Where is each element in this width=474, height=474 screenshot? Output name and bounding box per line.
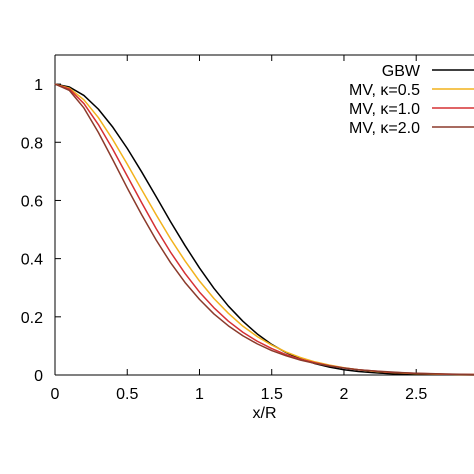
legend-label: GBW — [382, 63, 421, 80]
legend: GBW MV, κ=0.5 MV, κ=1.0 MV, κ=2.0 — [349, 63, 474, 137]
x-tick-label: 2.5 — [405, 386, 427, 403]
y-tick-label: 0.6 — [21, 193, 43, 210]
x-tick-label: 1.5 — [261, 386, 283, 403]
x-tick-label: 0 — [51, 386, 60, 403]
series-line-4 — [54, 83, 474, 376]
x-axis-ticks: 0 0.5 1 1.5 2 2.5 — [51, 55, 427, 403]
y-tick-label: 1 — [34, 77, 43, 94]
legend-label: MV, κ=2.0 — [349, 120, 420, 137]
plot-frame — [54, 54, 474, 376]
y-tick-label: 0.8 — [21, 135, 43, 152]
x-tick-label: 2 — [340, 386, 349, 403]
y-tick-label: 0.4 — [21, 252, 43, 269]
legend-label: MV, κ=0.5 — [349, 82, 420, 99]
x-tick-label: 0.5 — [116, 386, 138, 403]
series-lines — [54, 83, 474, 376]
series-line-1 — [54, 83, 474, 376]
x-tick-label: 1 — [195, 386, 204, 403]
y-axis-ticks: 0 0.2 0.4 0.6 0.8 1 — [21, 77, 61, 385]
legend-label: MV, κ=1.0 — [349, 101, 420, 118]
x-axis-label: x/R — [253, 405, 277, 422]
y-tick-label: 0 — [34, 368, 43, 385]
y-tick-label: 0.2 — [21, 310, 43, 327]
